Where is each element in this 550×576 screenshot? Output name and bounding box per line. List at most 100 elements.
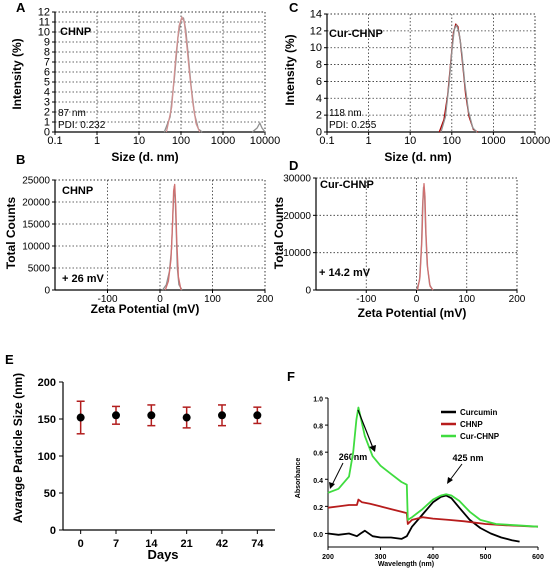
panel-e-ytick-label: 200	[38, 377, 56, 389]
panel-f-xtick-label: 600	[532, 554, 544, 561]
panel-e-xtick-label: 0	[78, 538, 84, 550]
panel-f-ytick-label: 0.0	[313, 532, 323, 539]
panel-a-series-2-line	[166, 17, 199, 132]
panel-letter-c: C	[289, 0, 299, 15]
panel-f-xtick-label: 400	[427, 554, 439, 561]
panel-a-label-sample: CHNP	[60, 26, 91, 38]
panel-letter-a: A	[16, 0, 26, 15]
panel-c-ytick-label: 14	[310, 9, 322, 21]
panel-b-ytick-label: 10000	[22, 242, 50, 253]
panel-b-ytick-label: 25000	[22, 176, 50, 187]
panel-f-arrow-425nm	[450, 464, 462, 480]
panel-b-ytick-label: 20000	[22, 198, 50, 209]
panel-a-series-3-line	[252, 123, 265, 132]
panel-c-xtick-label: 1	[366, 135, 372, 147]
panel-a-ytick-label: 12	[38, 7, 50, 19]
panel-d-xtick-label: 200	[509, 294, 526, 305]
panel-c-label-size: 118 nm	[329, 108, 362, 119]
panel-f-label-425nm: 425 nm	[452, 453, 483, 463]
legend-label-cur-chnp: Cur-CHNP	[460, 432, 500, 441]
panel-a-xtick-label: 10	[133, 135, 145, 147]
panel-e-xtick-label: 74	[251, 538, 264, 550]
panel-f-arrowhead-425nm	[447, 477, 453, 484]
panel-e-data-point	[77, 414, 85, 422]
panel-f-arrowhead-260nm	[329, 482, 335, 489]
panel-b-xtick-label: 0	[157, 294, 163, 305]
panel-c-ytick-label: 8	[316, 59, 322, 71]
panel-f-legend: Curcumin CHNP Cur-CHNP	[441, 408, 500, 441]
panel-a-ylabel: Intensity (%)	[10, 38, 24, 109]
panel-d-ytick-label: 20000	[283, 211, 311, 222]
panel-c-xtick-label: 1000	[481, 135, 505, 147]
panel-f-ytick-label: 1.0	[313, 397, 323, 404]
panel-f-xtick-label: 500	[480, 554, 492, 561]
panel-e-xtick-label: 21	[181, 538, 193, 550]
panel-c-ytick-label: 2	[316, 110, 322, 122]
panel-a-xtick-label: 1000	[211, 135, 235, 147]
panel-letter-f: F	[287, 369, 295, 384]
panel-d-ytick-label: 30000	[283, 174, 311, 185]
panel-a-xtick-label: 1	[94, 135, 100, 147]
panel-d-ytick-label: 10000	[283, 248, 311, 259]
panel-c-ylabel: Intensity (%)	[283, 34, 297, 105]
panel-e-data-point	[183, 414, 191, 422]
panel-b-ytick-label: 5000	[28, 264, 51, 275]
panel-c-ytick-label: 4	[316, 93, 322, 105]
panel-e-xtick-label: 14	[145, 538, 158, 550]
panel-e: Avarage Particle Size (nm) Days	[11, 373, 179, 562]
panel-e-data-point	[218, 411, 226, 419]
panel-f: Absorbance Wavelength (nm) 260nm 425 nm …	[295, 408, 500, 568]
panel-b-xtick-label: 100	[204, 294, 221, 305]
panel-d-ytick-label: 0	[305, 286, 311, 297]
panel-c-ytick-label: 10	[310, 42, 322, 54]
panel-letter-e: E	[5, 352, 14, 367]
panel-d-xlabel: Zeta Potential (mV)	[358, 306, 467, 320]
panel-f-series-cur-chnp-line	[328, 408, 538, 527]
panel-e-ytick-label: 150	[38, 414, 56, 426]
panel-e-data-point	[253, 411, 261, 419]
legend-label-chnp: CHNP	[460, 420, 483, 429]
panel-b-label-sample: CHNP	[62, 185, 93, 197]
panel-e-ytick-label: 50	[44, 488, 56, 500]
panel-letter-b: B	[16, 152, 25, 167]
panel-a-label-pdi: PDI: 0.232	[58, 120, 106, 131]
panel-c-xlabel: Size (d. nm)	[384, 150, 451, 164]
panel-e-xtick-label: 42	[216, 538, 228, 550]
panel-c-ytick-label: 6	[316, 76, 322, 88]
panel-a-xtick-label: 100	[172, 135, 190, 147]
panel-d-xtick-label: -100	[356, 294, 376, 305]
panel-b-ytick-label: 15000	[22, 220, 50, 231]
panel-e-ylabel: Avarage Particle Size (nm)	[11, 373, 25, 523]
panel-e-data-point	[112, 411, 120, 419]
panel-a-label-size: 87 nm	[58, 108, 86, 119]
panel-a-xlabel: Size (d. nm)	[111, 150, 178, 164]
panel-b-xtick-label: 200	[257, 294, 274, 305]
panel-e-xtick-label: 7	[113, 538, 119, 550]
panel-b-ylabel: Total Counts	[4, 196, 18, 269]
panel-f-arrow-peak	[358, 410, 373, 448]
panel-letter-d: D	[289, 158, 298, 173]
panel-f-ytick-label: 0.8	[313, 424, 323, 431]
legend-label-curcumin: Curcumin	[460, 408, 497, 417]
panel-d-xtick-label: 0	[414, 294, 420, 305]
panel-c-xtick-label: 10	[404, 135, 416, 147]
panel-f-ytick-label: 0.6	[313, 451, 323, 458]
panel-f-ylabel: Absorbance	[295, 458, 302, 499]
panel-c-xtick-label: 10000	[520, 135, 550, 147]
panel-b-series-2-line	[165, 184, 181, 290]
panel-b-label-zeta: + 26 mV	[62, 273, 105, 285]
panel-c-label-pdi: PDI: 0.255	[329, 120, 377, 131]
panel-b-ytick-label: 0	[44, 286, 50, 297]
panel-c-xtick-label: 100	[443, 135, 461, 147]
panel-e-ytick-label: 100	[38, 451, 56, 463]
panel-c-label-sample: Cur-CHNP	[329, 28, 383, 40]
panel-b-xtick-label: -100	[97, 294, 117, 305]
panel-e-ytick-label: 0	[50, 525, 56, 537]
panel-f-ytick-label: 0.2	[313, 505, 323, 512]
panel-d-xtick-label: 100	[458, 294, 475, 305]
panel-d-label-zeta: + 14.2 mV	[319, 267, 371, 279]
panel-e-data-point	[147, 411, 155, 419]
panel-f-ytick-label: 0.4	[313, 478, 323, 485]
panel-c-ytick-label: 12	[310, 25, 322, 37]
